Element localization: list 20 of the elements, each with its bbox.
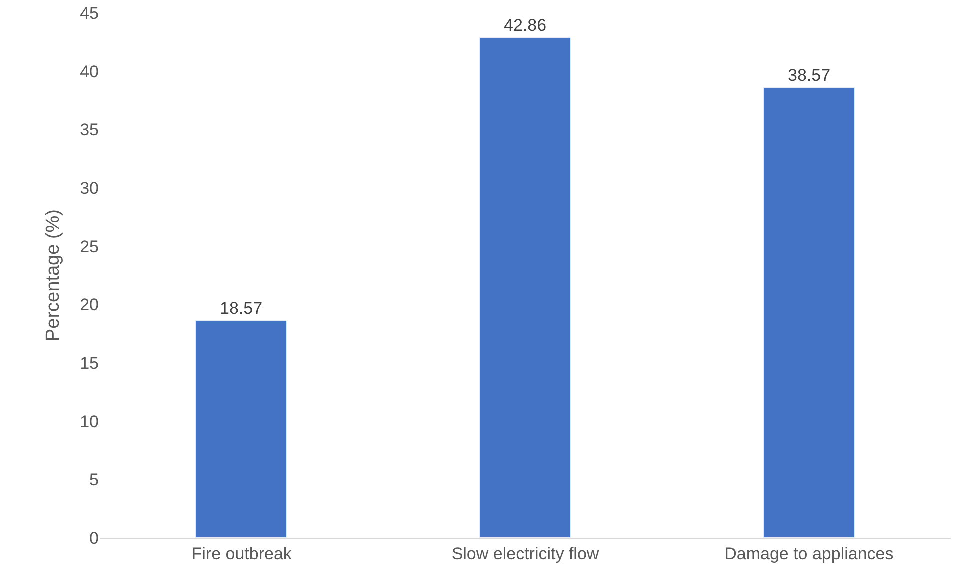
x-tick-label: Slow electricity flow: [452, 544, 600, 564]
data-label: 42.86: [504, 16, 547, 35]
y-tick-label: 5: [90, 470, 99, 490]
y-tick-label: 10: [80, 412, 99, 432]
y-tick-label: 20: [80, 296, 99, 315]
y-tick-label: 30: [80, 178, 99, 198]
y-tick-label: 40: [80, 62, 99, 82]
data-label: 18.57: [220, 298, 263, 318]
bar: [764, 88, 855, 538]
x-tick-label: Fire outbreak: [192, 544, 292, 564]
bar: [480, 38, 571, 538]
y-tick-label: 0: [90, 528, 99, 548]
data-label: 38.57: [788, 66, 831, 85]
y-axis-title: Percentage (%): [42, 209, 64, 342]
bar: [196, 320, 287, 538]
y-tick-label: 45: [80, 4, 99, 23]
y-tick-label: 15: [80, 354, 99, 373]
y-tick-label: 35: [80, 120, 99, 140]
x-tick-label: Damage to appliances: [724, 544, 894, 564]
y-tick-label: 25: [80, 237, 99, 256]
